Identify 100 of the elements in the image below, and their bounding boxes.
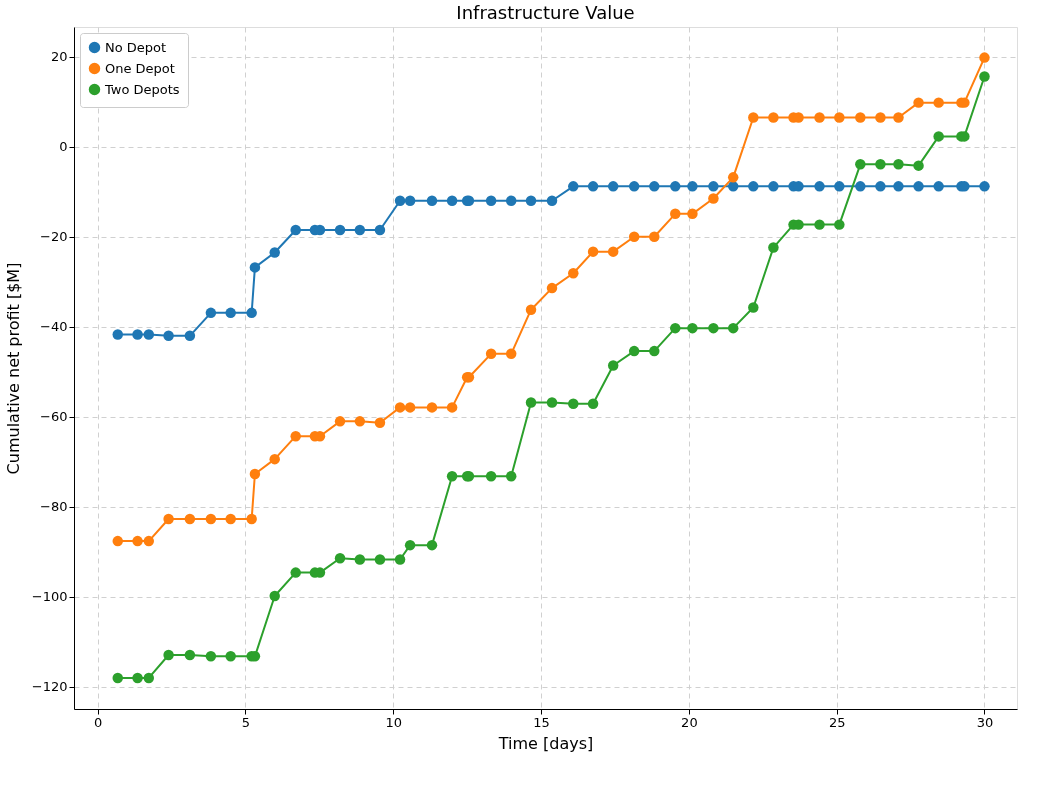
point (505, 195, 517, 206)
point (184, 330, 196, 342)
x-axis-title: Time [days] (497, 733, 594, 753)
point (670, 322, 681, 334)
point (334, 552, 346, 564)
point (112, 672, 123, 684)
x-tick-label: 15 (533, 714, 550, 730)
y-axis-title: Cumulative net profit [$M] (3, 262, 23, 475)
point (748, 302, 759, 313)
point (184, 649, 196, 661)
point (546, 282, 558, 294)
point (505, 471, 517, 482)
point (225, 513, 236, 525)
point (687, 322, 698, 334)
point (875, 159, 886, 170)
point (205, 513, 217, 525)
point (748, 112, 759, 123)
point (607, 246, 619, 257)
point (855, 159, 866, 170)
point (246, 513, 257, 525)
point (727, 172, 739, 183)
x-tick-label: 20 (681, 714, 698, 730)
point (933, 181, 944, 192)
point (163, 513, 174, 525)
point (354, 554, 366, 565)
legend-label: Two Depots (104, 81, 180, 97)
point (404, 539, 416, 551)
point (485, 471, 497, 482)
point (225, 651, 236, 662)
point (446, 471, 458, 482)
point (132, 672, 143, 684)
point (446, 402, 458, 413)
point (893, 159, 904, 170)
y-tick-label: −80 (40, 499, 68, 515)
point (546, 397, 558, 408)
point (525, 195, 537, 206)
x-tick-label: 30 (976, 714, 994, 730)
point (112, 535, 123, 547)
point (855, 181, 866, 192)
point (485, 348, 497, 360)
point (269, 453, 280, 465)
point (426, 195, 438, 206)
point (485, 195, 497, 206)
point (334, 224, 346, 236)
point (246, 307, 257, 319)
x-tick-label: 10 (385, 714, 403, 730)
x-tick-label: 5 (241, 714, 251, 730)
y-tick-label: −100 (31, 589, 68, 605)
point (649, 231, 660, 243)
legend-label: No Depot (105, 39, 167, 55)
point (875, 181, 886, 192)
point (913, 181, 924, 192)
point (628, 181, 640, 192)
point (446, 195, 458, 206)
point (163, 330, 174, 342)
point (834, 181, 845, 192)
point (374, 554, 386, 565)
point (568, 268, 579, 279)
point (814, 219, 825, 230)
point (205, 651, 217, 662)
point (225, 307, 236, 319)
point (426, 402, 438, 413)
y-tick-label: −60 (40, 409, 68, 425)
point (132, 535, 143, 547)
point (354, 416, 366, 427)
point (290, 430, 301, 442)
point (143, 329, 155, 340)
point (394, 195, 406, 206)
point (607, 181, 619, 192)
point (587, 181, 599, 192)
point (768, 242, 779, 253)
point (205, 307, 217, 319)
point (394, 402, 406, 413)
point (354, 224, 366, 236)
y-tick-label: 20 (50, 49, 68, 65)
point (979, 52, 990, 63)
point (834, 112, 845, 123)
point (374, 224, 386, 236)
point (628, 231, 640, 243)
y-tick-label: −40 (40, 319, 68, 335)
point (143, 672, 155, 684)
point (687, 181, 698, 192)
point (670, 181, 681, 192)
point (334, 416, 346, 427)
x-tick-label: 25 (828, 714, 846, 730)
point (768, 112, 779, 123)
point (670, 208, 681, 220)
point (893, 112, 904, 123)
y-tick-label: −120 (31, 679, 68, 695)
point (426, 539, 438, 551)
point (290, 567, 301, 578)
point (112, 329, 123, 340)
point (607, 360, 619, 371)
chart-title: Infrastructure Value (456, 2, 635, 23)
point (587, 246, 599, 257)
point (834, 219, 845, 230)
point (855, 112, 866, 123)
point (269, 590, 280, 602)
point (649, 345, 660, 357)
point (687, 208, 698, 220)
